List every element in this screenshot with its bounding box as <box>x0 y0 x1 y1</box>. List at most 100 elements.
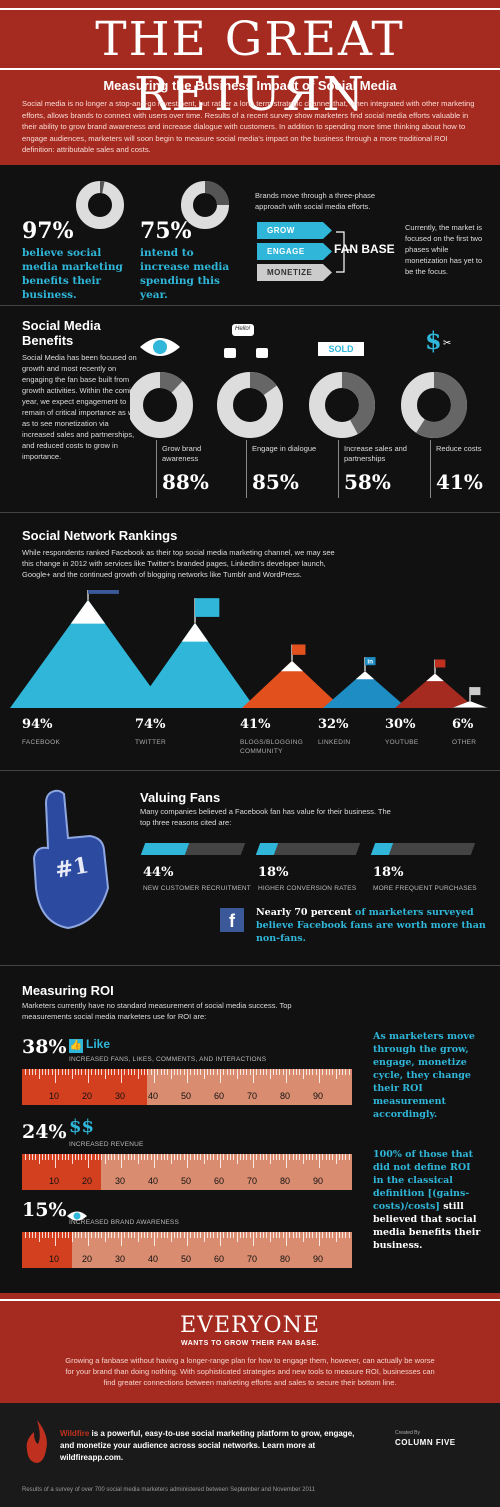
ruler-tick <box>177 1232 179 1238</box>
ruler-tick <box>183 1232 185 1238</box>
footer: Wildfire is a powerful, easy-to-use soci… <box>0 1403 500 1507</box>
ruler-tick <box>220 1154 221 1168</box>
ruler-tick <box>31 1069 33 1075</box>
benefit-label: Increase sales and partnerships <box>344 444 407 463</box>
ruler-tick <box>332 1069 334 1075</box>
subtitle: Measuring the Business Impact of Social … <box>103 78 397 93</box>
ruler-tick <box>81 1232 83 1238</box>
ruler-tick <box>130 1154 132 1160</box>
ruler-tick <box>262 1154 264 1160</box>
ruler-tick <box>170 1154 172 1164</box>
mountain-snowcap <box>426 673 444 682</box>
ruler-tick-label: 60 <box>214 1091 225 1101</box>
benefit-donuts <box>130 372 467 438</box>
ruler-tick <box>140 1069 142 1075</box>
ruler-tick <box>233 1154 235 1160</box>
phase-grow: GROW <box>257 222 332 239</box>
ruler-tick <box>226 1069 228 1075</box>
ruler-tick <box>328 1154 330 1160</box>
ruler-tick <box>160 1069 162 1075</box>
ruler-tick <box>193 1232 195 1238</box>
ruler-tick <box>58 1069 60 1075</box>
ruler-tick <box>203 1232 205 1242</box>
ruler-tick <box>97 1232 99 1238</box>
ruler-tick <box>130 1232 132 1238</box>
ruler-tick <box>97 1154 99 1160</box>
fan-bar-fill <box>370 843 394 855</box>
ruler-tick <box>55 1232 56 1246</box>
ruler-tick <box>144 1154 146 1160</box>
mountain-body <box>395 673 475 708</box>
ruler-tick-label: 20 <box>82 1091 93 1101</box>
ruler-tick <box>160 1232 162 1238</box>
ruler-tick <box>107 1232 109 1238</box>
ruler-tick <box>134 1232 136 1238</box>
benefit-donut <box>217 372 283 438</box>
benefit-label: Grow brand awareness <box>162 444 202 463</box>
ruler-tick <box>97 1069 99 1075</box>
fans-note: Nearly 70 percent of marketers surveyed … <box>256 906 486 945</box>
benefit-leader-line <box>430 440 431 498</box>
dollar-icon: $ <box>425 326 442 355</box>
ruler-tick <box>91 1232 93 1238</box>
ruler-tick <box>94 1154 96 1160</box>
benefit-donut <box>309 372 375 438</box>
ruler-tick <box>28 1232 30 1238</box>
ruler-tick <box>163 1232 165 1238</box>
ruler-tick-label: 30 <box>115 1254 126 1264</box>
stat1-text: believe social media marketing benefits … <box>22 247 123 301</box>
ruler-tick <box>259 1232 261 1238</box>
fan-pct: 44% <box>143 865 174 880</box>
ruler-tick <box>325 1232 327 1238</box>
ruler-tick <box>35 1232 37 1238</box>
ruler-tick <box>295 1154 297 1160</box>
rank-pct: 94% <box>22 717 53 732</box>
ruler-tick <box>216 1154 218 1160</box>
column-five-logo: COLUMN FIVE <box>395 1438 456 1447</box>
roi-text: Marketers currently have no standard mea… <box>22 1001 292 1021</box>
ruler-tick <box>111 1154 113 1160</box>
ruler-tick <box>91 1069 93 1075</box>
hello-bubble-text: Hello! <box>235 326 251 332</box>
ruler-tick <box>147 1154 149 1160</box>
fans-text: Many companies believed a Facebook fan h… <box>140 807 391 827</box>
ruler-tick <box>239 1069 241 1075</box>
ruler-tick <box>213 1232 215 1238</box>
ruler-tick <box>302 1154 304 1164</box>
ruler-tick <box>236 1232 238 1242</box>
ruler-tick <box>302 1069 304 1079</box>
fan-bar-fill <box>255 843 279 855</box>
ruler-tick <box>259 1069 261 1075</box>
ruler-tick <box>236 1154 238 1164</box>
ruler-tick <box>190 1232 192 1238</box>
ruler-tick-label: 50 <box>181 1176 192 1186</box>
ruler-tick <box>173 1069 175 1075</box>
ruler-tick <box>167 1154 169 1160</box>
ruler-tick <box>315 1232 317 1238</box>
ruler-tick <box>309 1232 311 1238</box>
footer-blurb: is a powerful, easy-to-use social market… <box>60 1429 355 1462</box>
ruler-tick <box>203 1154 205 1164</box>
banner-rule <box>0 1299 500 1301</box>
ruler-tick <box>28 1154 30 1160</box>
ruler-tick <box>173 1232 175 1238</box>
ruler-tick <box>243 1154 245 1160</box>
ruler-tick <box>335 1069 337 1079</box>
fan-bar <box>255 843 361 855</box>
ruler-tick <box>335 1154 337 1164</box>
ruler-tick <box>61 1154 63 1160</box>
fan-base-label: FAN BASE <box>334 242 395 256</box>
ruler-tick <box>147 1232 149 1238</box>
ruler-tick-label: 40 <box>148 1091 159 1101</box>
rank-name: FACEBOOK <box>22 739 61 746</box>
ruler-tick <box>104 1154 106 1164</box>
ruler-tick-label: 70 <box>247 1176 258 1186</box>
ruler-tick <box>111 1069 113 1075</box>
ruler-tick <box>210 1232 212 1238</box>
ruler-tick <box>289 1154 291 1160</box>
roi-pct: 38% <box>22 1036 67 1058</box>
rank-name: BLOGS/BLOGGING COMMUNITY <box>240 739 304 755</box>
donut-remainder <box>217 372 283 438</box>
ruler-tick <box>91 1154 93 1160</box>
donut-remainder <box>181 181 229 229</box>
